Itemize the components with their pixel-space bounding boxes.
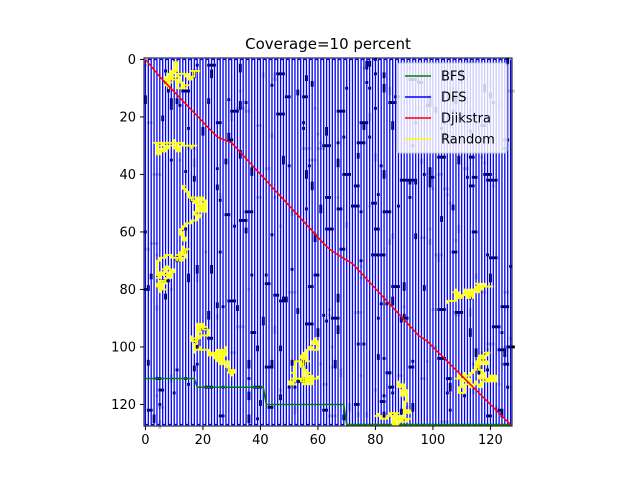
x-tick-label: 20 bbox=[195, 433, 212, 448]
obstacle-cell bbox=[215, 121, 222, 125]
obstacle-cell bbox=[420, 377, 426, 380]
obstacle-cell bbox=[385, 371, 392, 375]
obstacle-cell bbox=[302, 147, 308, 150]
obstacle-cell bbox=[431, 345, 438, 349]
y-tick-label: 80 bbox=[119, 283, 136, 298]
obstacle-cell bbox=[388, 385, 395, 389]
obstacle-cell bbox=[144, 247, 150, 251]
legend-label: DFS bbox=[441, 91, 467, 106]
x-tick-label: 0 bbox=[141, 433, 149, 448]
obstacle-cell bbox=[146, 121, 153, 125]
series-line-dfs bbox=[144, 58, 512, 426]
obstacle-cell bbox=[371, 201, 377, 205]
obstacle-cell bbox=[451, 250, 458, 254]
obstacle-cell bbox=[374, 227, 380, 231]
obstacle-cell bbox=[353, 184, 360, 188]
y-tick-label: 20 bbox=[119, 110, 136, 125]
series-line-bfs bbox=[145, 377, 511, 426]
obstacle-cell bbox=[273, 293, 280, 297]
axis-ticks: 0 20 40 60 80 100 120 0 20 40 60 80 100 120 bbox=[111, 53, 503, 448]
series-line-random-7 bbox=[446, 282, 494, 304]
obstacle-cell bbox=[431, 308, 438, 311]
y-tick-label: 120 bbox=[111, 398, 136, 413]
obstacle-cell bbox=[420, 236, 426, 240]
obstacle-cell bbox=[454, 313, 461, 317]
obstacle-cell bbox=[471, 230, 478, 234]
series-line-random-0 bbox=[164, 61, 201, 90]
obstacle-cell bbox=[282, 296, 288, 300]
chart-title: Coverage=10 percent bbox=[245, 35, 411, 53]
obstacle-cell bbox=[322, 382, 328, 386]
series-line-random-1 bbox=[156, 245, 190, 294]
obstacle-cell bbox=[379, 253, 386, 257]
x-tick-label: 40 bbox=[252, 433, 269, 448]
series-line-random-5 bbox=[374, 380, 411, 426]
obstacle-cell bbox=[250, 331, 257, 334]
obstacle-cell bbox=[503, 362, 510, 366]
legend-label: BFS bbox=[441, 70, 465, 85]
y-tick-label: 100 bbox=[111, 340, 136, 355]
obstacle-cell bbox=[480, 290, 487, 294]
x-tick-label: 60 bbox=[310, 433, 327, 448]
obstacle-cell bbox=[353, 403, 360, 406]
obstacle-cell bbox=[503, 290, 510, 294]
obstacle-cell bbox=[471, 175, 478, 179]
series-layer bbox=[144, 58, 512, 426]
obstacle-cell bbox=[486, 414, 492, 418]
plot-frame bbox=[143, 57, 513, 427]
obstacle-cell bbox=[468, 184, 475, 188]
series-line-random-8 bbox=[153, 139, 198, 156]
legend-box bbox=[396, 62, 508, 154]
obstacle-cell bbox=[256, 196, 262, 199]
obstacle-cell bbox=[302, 95, 308, 99]
obstacle-cell bbox=[227, 138, 234, 142]
series-line-random-2 bbox=[179, 185, 207, 242]
obstacle-cell bbox=[428, 175, 435, 179]
obstacle-cell bbox=[264, 282, 271, 286]
obstacle-cell bbox=[325, 196, 331, 199]
obstacle-cell bbox=[307, 285, 314, 288]
obstacle-cell bbox=[322, 408, 328, 412]
obstacle-cell bbox=[437, 173, 443, 176]
x-tick-label: 80 bbox=[367, 433, 384, 448]
series-line-random-4 bbox=[288, 337, 319, 386]
x-tick-label: 100 bbox=[421, 433, 446, 448]
obstacle-cell bbox=[445, 377, 452, 380]
obstacle-cell bbox=[146, 408, 153, 412]
legend-label: Random bbox=[441, 133, 495, 148]
obstacle-cell bbox=[264, 167, 271, 171]
obstacle-cell bbox=[408, 365, 415, 369]
obstacle-cell bbox=[158, 388, 165, 392]
series-line-djikstra bbox=[144, 58, 512, 426]
obstacle-cell bbox=[443, 187, 449, 191]
obstacle-cell bbox=[339, 247, 346, 251]
obstacle-cell bbox=[313, 273, 320, 277]
obstacle-cell bbox=[207, 336, 213, 340]
obstacle-cell bbox=[256, 124, 262, 127]
obstacle-cell bbox=[158, 405, 165, 409]
series-line-random-3 bbox=[190, 323, 236, 377]
x-tick-label: 120 bbox=[478, 433, 503, 448]
obstacle-cell bbox=[224, 213, 231, 217]
y-tick-label: 0 bbox=[128, 53, 136, 68]
obstacle-cell bbox=[397, 374, 403, 378]
y-tick-label: 40 bbox=[119, 168, 136, 183]
obstacle-cell bbox=[218, 414, 225, 418]
obstacle-cell bbox=[230, 351, 236, 355]
obstacle-cell bbox=[267, 405, 274, 409]
obstacle-cell bbox=[284, 95, 291, 99]
obstacle-cell bbox=[379, 400, 386, 403]
obstacle-cell bbox=[468, 155, 475, 159]
legend: BFS DFS Djikstra Random bbox=[396, 62, 508, 154]
obstacle-cell bbox=[463, 167, 469, 171]
y-tick-label: 60 bbox=[119, 225, 136, 240]
obstacle-cell bbox=[336, 207, 343, 211]
obstacle-cell bbox=[244, 109, 251, 113]
legend-label: Djikstra bbox=[441, 112, 491, 127]
